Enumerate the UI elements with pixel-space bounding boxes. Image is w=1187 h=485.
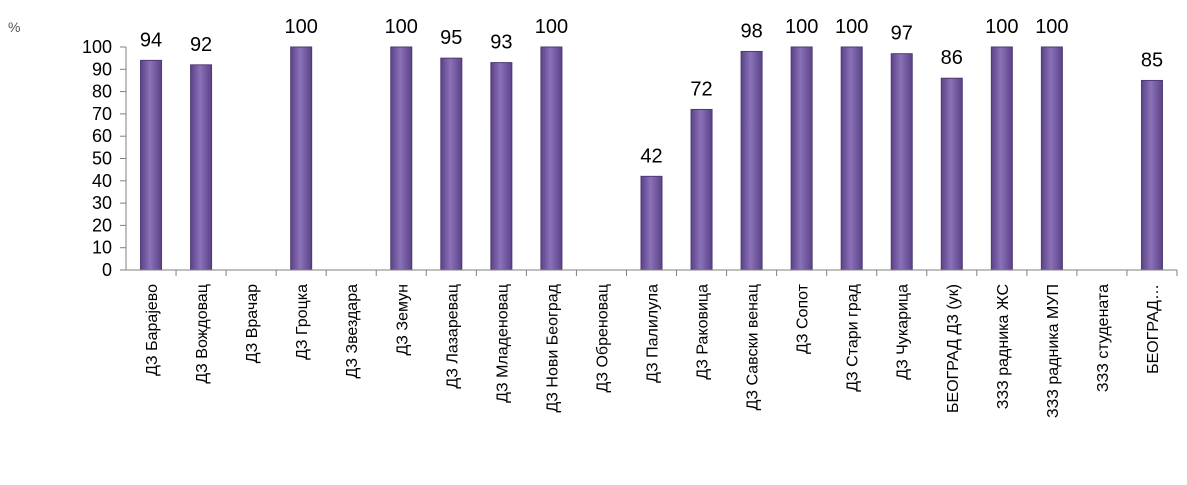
bars (140, 46, 1163, 271)
bar (140, 59, 163, 271)
y-tick-label: 90 (92, 59, 112, 79)
data-label: 85 (1141, 49, 1163, 71)
x-tick-label: ДЗ Звездара (344, 284, 361, 379)
x-axis-ticks: ДЗ Барајево ДЗ Вождовац ДЗ Врачар ДЗ Гроцка… (144, 283, 1162, 418)
y-tick-label: 50 (92, 149, 112, 169)
x-tick-label: ДЗ Палилула (645, 284, 662, 383)
y-tick-label: 10 (92, 238, 112, 258)
x-tick-label: ДЗ Младеновац (494, 284, 511, 403)
data-label: 72 (690, 78, 712, 100)
bar (790, 46, 813, 271)
data-label: 100 (1035, 16, 1068, 38)
y-tick-label: 70 (92, 104, 112, 124)
x-tick-label: ДЗ Лазаревац (444, 284, 461, 389)
bar (940, 77, 963, 271)
bar (1140, 79, 1163, 271)
data-label: 42 (640, 145, 662, 167)
bar (840, 46, 863, 271)
x-tick-label: ЗЗЗ студената (1095, 284, 1112, 392)
y-tick-label: 100 (82, 37, 112, 57)
y-tick-label: 40 (92, 171, 112, 191)
x-tick-label: ДЗ Сопот (795, 283, 812, 354)
x-tick-label: ДЗ Барајево (144, 284, 161, 376)
bar (390, 46, 413, 271)
y-tick-label: 20 (92, 215, 112, 235)
x-tick-label: ДЗ Врачар (244, 284, 261, 363)
x-tick-label: ДЗ Нови Београд (544, 283, 561, 412)
data-labels: 94 92 100 100 95 93 100 42 72 98 100 100 97 86 100 100 8… (140, 16, 1163, 167)
x-tick-label: ЗЗЗ радника ЖС (995, 284, 1012, 409)
x-tick-label: ДЗ Вождовац (194, 284, 211, 384)
x-tick-label: ДЗ Стари град (845, 283, 862, 391)
bar (1040, 46, 1063, 271)
data-label: 100 (985, 16, 1018, 38)
x-tick-label: ДЗ Савски венац (745, 284, 762, 410)
y-tick-label: 60 (92, 126, 112, 146)
bar (990, 46, 1013, 271)
data-label: 100 (535, 16, 568, 38)
bar (740, 50, 763, 271)
bar (490, 62, 513, 271)
bar (640, 175, 663, 271)
data-label: 94 (140, 29, 162, 51)
data-label: 86 (941, 47, 963, 69)
bar (290, 46, 313, 271)
data-label: 98 (740, 20, 762, 42)
axes (120, 46, 1178, 276)
x-tick-label: БЕОГРАД ДЗ (ук) (945, 284, 962, 413)
x-tick-label: ДЗ Земун (394, 284, 411, 356)
data-label: 97 (891, 23, 913, 45)
data-label: 93 (490, 32, 512, 54)
data-label: 100 (785, 16, 818, 38)
x-tick-label: ЗЗЗ радника МУП (1045, 284, 1062, 418)
y-tick-label: 80 (92, 82, 112, 102)
bar (540, 46, 563, 271)
bar (190, 64, 213, 271)
data-label: 92 (190, 34, 212, 56)
x-tick-label: ДЗ Обреновац (594, 284, 611, 392)
bar (690, 108, 713, 271)
x-tick-label: ДЗ Гроцка (294, 284, 311, 360)
bar (890, 53, 913, 271)
data-label: 100 (835, 16, 868, 38)
y-tick-label: 0 (102, 260, 112, 280)
data-label: 95 (440, 27, 462, 49)
data-label: 100 (284, 16, 317, 38)
unit-label: % (8, 19, 20, 35)
x-tick-label: ДЗ Чукарица (895, 284, 912, 380)
bar (440, 57, 463, 271)
x-tick-label: БЕОГРАД… (1145, 284, 1162, 374)
x-tick-label: ДЗ Раковица (695, 284, 712, 380)
data-label: 100 (385, 16, 418, 38)
y-tick-label: 30 (92, 193, 112, 213)
